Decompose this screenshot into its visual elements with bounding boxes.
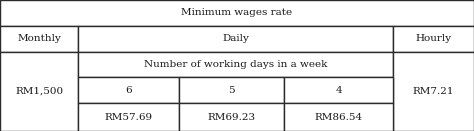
Bar (0, 26, 78, 52)
Bar (78, 77, 179, 103)
Text: RM57.69: RM57.69 (104, 113, 153, 122)
Bar (283, 77, 393, 103)
Text: Hourly: Hourly (416, 34, 452, 43)
Bar (0, 52, 78, 131)
Bar (78, 103, 179, 131)
Bar (393, 52, 474, 131)
Bar (78, 26, 393, 52)
Text: 6: 6 (125, 86, 132, 95)
Bar (179, 103, 283, 131)
Bar (283, 103, 393, 131)
Bar (78, 52, 393, 77)
Text: RM86.54: RM86.54 (314, 113, 363, 122)
Text: Minimum wages rate: Minimum wages rate (182, 8, 292, 17)
Text: RM69.23: RM69.23 (207, 113, 255, 122)
Text: RM7.21: RM7.21 (413, 87, 455, 96)
Text: Daily: Daily (222, 34, 249, 43)
Text: Number of working days in a week: Number of working days in a week (144, 60, 328, 69)
Text: Monthly: Monthly (17, 34, 61, 43)
Bar (0, 0, 474, 26)
Text: 4: 4 (335, 86, 342, 95)
Text: RM1,500: RM1,500 (15, 87, 63, 96)
Bar (393, 26, 474, 52)
Bar (179, 77, 283, 103)
Text: 5: 5 (228, 86, 234, 95)
